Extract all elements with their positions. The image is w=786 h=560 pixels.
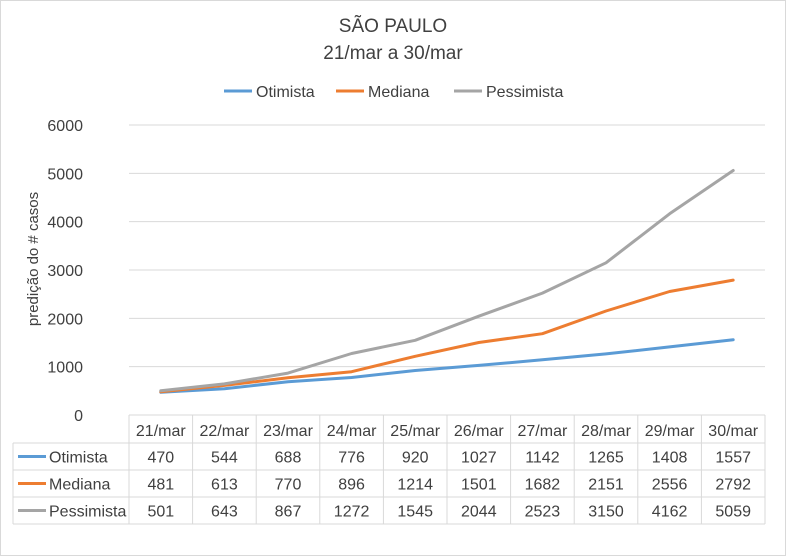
x-category-label: 28/mar — [581, 423, 631, 440]
table-cell-value: 1214 — [397, 477, 433, 494]
gridlines — [129, 124, 765, 368]
table-cell-value: 3150 — [588, 504, 624, 521]
legend-item: Pessimista — [486, 84, 563, 101]
x-category-label: 29/mar — [645, 423, 695, 440]
table-cell-value: 1142 — [525, 450, 560, 467]
table-cell-value: 481 — [147, 477, 174, 494]
series-line — [159, 278, 735, 394]
table-cell-value: 1545 — [397, 504, 433, 521]
table-cell-value: 867 — [275, 504, 302, 521]
series-lines — [159, 169, 735, 394]
y-tick-label: 4000 — [47, 215, 83, 232]
table-cell-value: 1501 — [461, 477, 497, 494]
table-cell-value: 5059 — [715, 504, 751, 521]
table-cell-value: 1265 — [588, 450, 624, 467]
chart-subtitle: 21/mar a 30/mar — [323, 43, 463, 64]
table-cell-value: 920 — [402, 450, 429, 467]
x-category-label: 27/mar — [518, 423, 568, 440]
table-cell-value: 613 — [211, 477, 238, 494]
table-cell-value: 544 — [211, 450, 238, 467]
legend-item: Otimista — [256, 84, 315, 101]
x-category-label: 24/mar — [327, 423, 377, 440]
table-cell-value: 4162 — [652, 504, 688, 521]
x-category-label: 30/mar — [708, 423, 758, 440]
table-cell-value: 1408 — [652, 450, 688, 467]
x-category-label: 23/mar — [263, 423, 313, 440]
table-cell-value: 776 — [338, 450, 365, 467]
table-cell-value: 2523 — [525, 504, 561, 521]
x-category-label: 22/mar — [200, 423, 250, 440]
y-tick-label: 3000 — [47, 263, 83, 280]
table-cell-value: 643 — [211, 504, 238, 521]
chart-title: SÃO PAULO — [339, 15, 447, 37]
y-tick-label: 2000 — [47, 311, 83, 328]
series-line — [159, 338, 735, 394]
y-tick-label: 1000 — [47, 360, 83, 377]
y-axis-label: predição do # casos — [25, 192, 42, 326]
y-axis-ticks: 0 1000 2000 3000 4000 5000 6000 — [47, 118, 83, 425]
table-cell-value: 2792 — [715, 477, 751, 494]
table-cell-value: 2151 — [588, 477, 624, 494]
y-tick-label: 0 — [74, 408, 83, 425]
series-line — [159, 169, 735, 393]
x-category-label: 26/mar — [454, 423, 504, 440]
y-tick-label: 6000 — [47, 118, 83, 135]
legend-item: Mediana — [368, 84, 429, 101]
table-cell-value: 470 — [147, 450, 174, 467]
table-cell-value: 501 — [147, 504, 174, 521]
table-cell-value: 1027 — [461, 450, 497, 467]
table-cell-value: 1272 — [334, 504, 370, 521]
table-series-name: Otimista — [49, 450, 108, 467]
table-cell-value: 1557 — [715, 450, 751, 467]
data-table: 21/mar 22/mar 23/mar 24/mar 25/mar 26/mar 27/m… — [12, 414, 766, 525]
y-tick-label: 5000 — [47, 166, 83, 183]
table-cell-value: 2556 — [652, 477, 688, 494]
table-series-name: Mediana — [49, 477, 110, 494]
x-category-label: 25/mar — [390, 423, 440, 440]
table-cell-value: 770 — [275, 477, 302, 494]
legend: Otimista Mediana Pessimista — [224, 84, 563, 101]
table-cell-value: 1682 — [525, 477, 561, 494]
x-category-label: 21/mar — [136, 423, 186, 440]
table-cell-value: 2044 — [461, 504, 497, 521]
table-cell-value: 896 — [338, 477, 365, 494]
table-series-name: Pessimista — [49, 504, 126, 521]
table-cell-value: 688 — [275, 450, 302, 467]
